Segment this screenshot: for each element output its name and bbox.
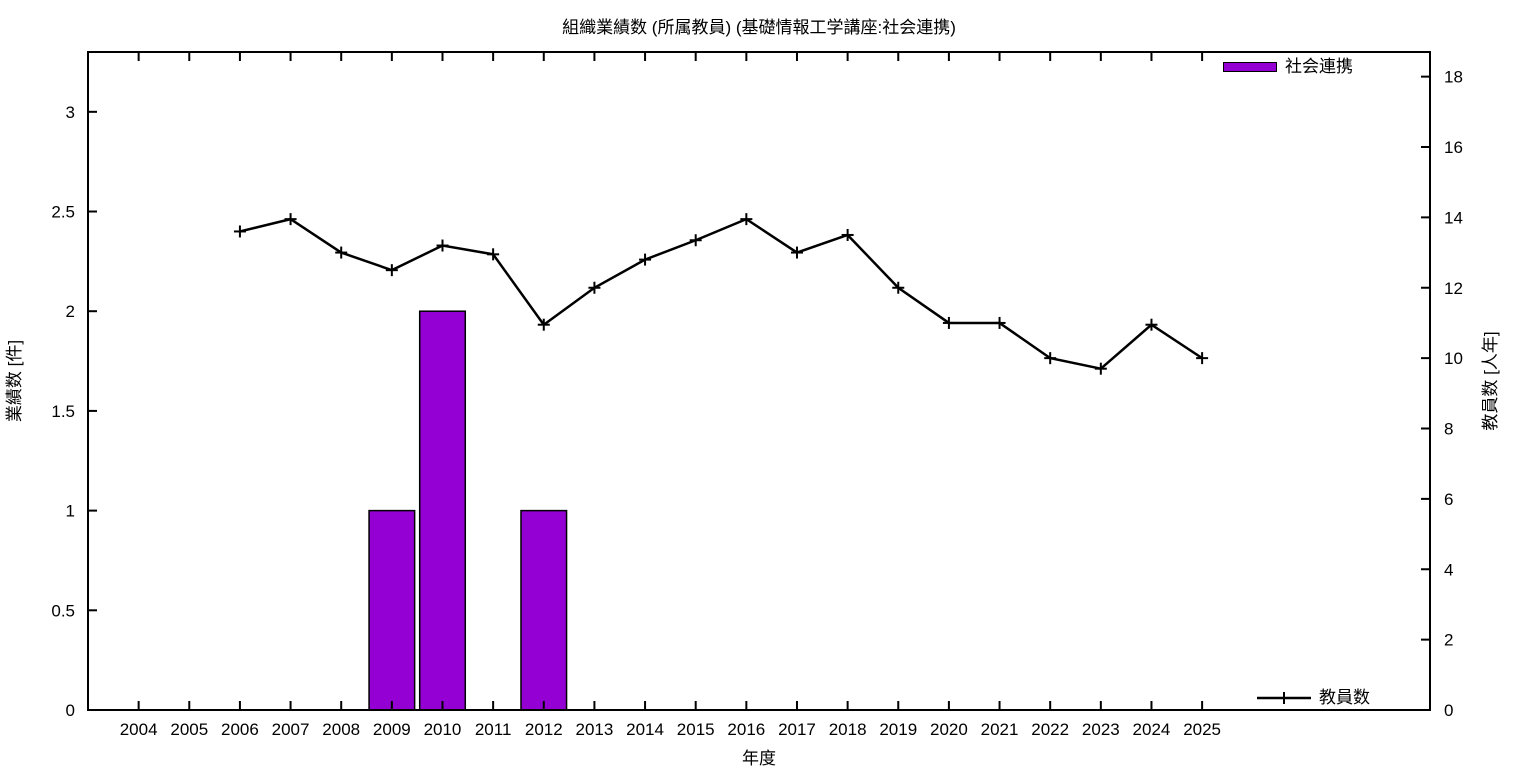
legend-line: 教員数 (1257, 689, 1370, 707)
x-axis-label: 年度 (742, 749, 776, 768)
y-left-tick-label: 3 (66, 103, 75, 122)
x-tick-label: 2015 (677, 720, 715, 739)
bar-2009 (368, 509, 416, 711)
line-swatch-icon (1257, 692, 1311, 704)
y-right-tick-label: 4 (1444, 560, 1453, 579)
line-markers (233, 213, 1209, 375)
bar-2010 (418, 310, 467, 711)
chart-title: 組織業績数 (所属教員) (基礎情報工学講座:社会連携) (562, 18, 956, 37)
x-tick-label: 2012 (525, 720, 563, 739)
y-left-tick-label: 2 (66, 302, 75, 321)
x-tick-label: 2021 (981, 720, 1019, 739)
y-right-ticks (1421, 75, 1430, 711)
y-right-tick-label: 10 (1444, 349, 1463, 368)
x-tick-label: 2005 (170, 720, 208, 739)
x-tick-label: 2019 (879, 720, 917, 739)
bar-2012 (520, 509, 568, 711)
legend-bars-label: 社会連携 (1285, 57, 1353, 76)
y-left-tick-label: 0 (66, 701, 75, 720)
x-tick-label: 2024 (1133, 720, 1171, 739)
y-left-tick-label: 1 (66, 502, 75, 521)
x-tick-label: 2014 (626, 720, 664, 739)
y-left-ticks (88, 110, 97, 711)
y-right-tick-label: 2 (1444, 631, 1453, 650)
x-tick-label: 2023 (1082, 720, 1120, 739)
x-tick-label: 2013 (576, 720, 614, 739)
y-right-tick-label: 6 (1444, 490, 1453, 509)
y-right-tick-label: 16 (1444, 138, 1463, 157)
x-tick-label: 2006 (221, 720, 259, 739)
bar-swatch-icon (1223, 62, 1277, 72)
x-tick-label: 2016 (727, 720, 765, 739)
x-tick-label: 2008 (322, 720, 360, 739)
y-left-tick-label: 0.5 (51, 601, 75, 620)
y-left-tick-label: 2.5 (51, 203, 75, 222)
x-tick-label: 2017 (778, 720, 816, 739)
line-series (239, 217, 1203, 371)
y-right-tick-label: 14 (1444, 208, 1463, 227)
x-tick-label: 2011 (475, 720, 512, 739)
x-tick-label: 2009 (373, 720, 411, 739)
x-tick-label: 2025 (1183, 720, 1221, 739)
faculty-line (239, 217, 1203, 371)
x-tick-label: 2007 (272, 720, 310, 739)
axes (87, 51, 1431, 711)
y-right-tick-label: 18 (1444, 68, 1463, 87)
legend-line-label: 教員数 (1319, 688, 1370, 707)
x-tick-label: 2020 (930, 720, 968, 739)
x-tick-labels: 2004 2005 2006 2007 2008 2009 2010 2011 2012 2013… (120, 720, 1221, 739)
x-tick-label: 2004 (120, 720, 158, 739)
y-right-tick-label: 8 (1444, 420, 1453, 439)
x-ticks (137, 52, 1204, 710)
x-tick-label: 2022 (1031, 720, 1069, 739)
legend-bars: 社会連携 (1223, 58, 1353, 76)
x-tick-label: 2010 (424, 720, 462, 739)
y-right-tick-label: 0 (1444, 701, 1453, 720)
y-right-tick-label: 12 (1444, 279, 1463, 298)
y-left-tick-labels: 0 0.5 1 1.5 2 2.5 3 (51, 103, 75, 720)
y-right-tick-labels: 0 2 4 6 8 10 12 14 16 18 (1444, 68, 1463, 720)
bar-series (368, 310, 568, 711)
x-tick-label: 2018 (829, 720, 867, 739)
y-left-tick-label: 1.5 (51, 402, 75, 421)
